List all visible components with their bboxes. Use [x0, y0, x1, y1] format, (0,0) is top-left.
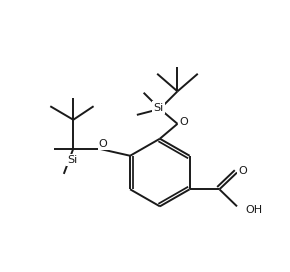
Text: O: O	[239, 166, 247, 176]
Text: Si: Si	[67, 155, 78, 165]
Text: O: O	[179, 118, 188, 128]
Text: OH: OH	[245, 205, 262, 215]
Text: Si: Si	[153, 103, 164, 113]
Text: O: O	[99, 139, 107, 149]
